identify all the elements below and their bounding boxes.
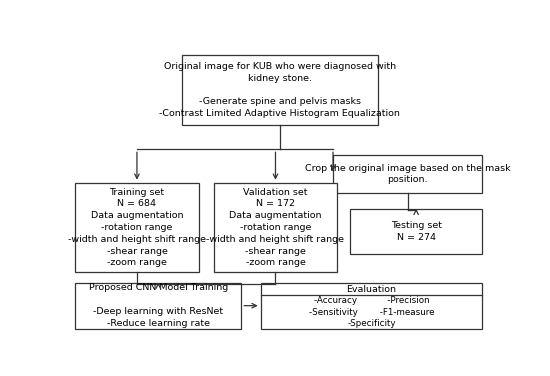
FancyBboxPatch shape: [333, 155, 482, 193]
FancyBboxPatch shape: [213, 183, 337, 272]
Text: Testing set
N = 274: Testing set N = 274: [390, 221, 442, 241]
Text: Validation set
N = 172
Data augmentation
-rotation range
-width and height shift: Validation set N = 172 Data augmentation…: [206, 188, 344, 267]
Text: Original image for KUB who were diagnosed with
kidney stone.

-Generate spine an: Original image for KUB who were diagnose…: [160, 62, 400, 118]
FancyBboxPatch shape: [182, 55, 378, 125]
Text: Crop the original image based on the mask
position.: Crop the original image based on the mas…: [305, 164, 510, 184]
Text: Training set
N = 684
Data augmentation
-rotation range
-width and height shift r: Training set N = 684 Data augmentation -…: [68, 188, 206, 267]
FancyBboxPatch shape: [350, 209, 482, 253]
FancyBboxPatch shape: [75, 183, 199, 272]
FancyBboxPatch shape: [261, 282, 482, 329]
FancyBboxPatch shape: [75, 282, 241, 329]
Text: Evaluation: Evaluation: [346, 285, 397, 294]
Text: Proposed CNN Model Training

-Deep learning with ResNet
-Reduce learning rate: Proposed CNN Model Training -Deep learni…: [89, 284, 228, 328]
Text: -Accuracy           -Precision
-Sensitivity        -F1-measure
-Specificity: -Accuracy -Precision -Sensitivity -F1-me…: [309, 296, 434, 329]
